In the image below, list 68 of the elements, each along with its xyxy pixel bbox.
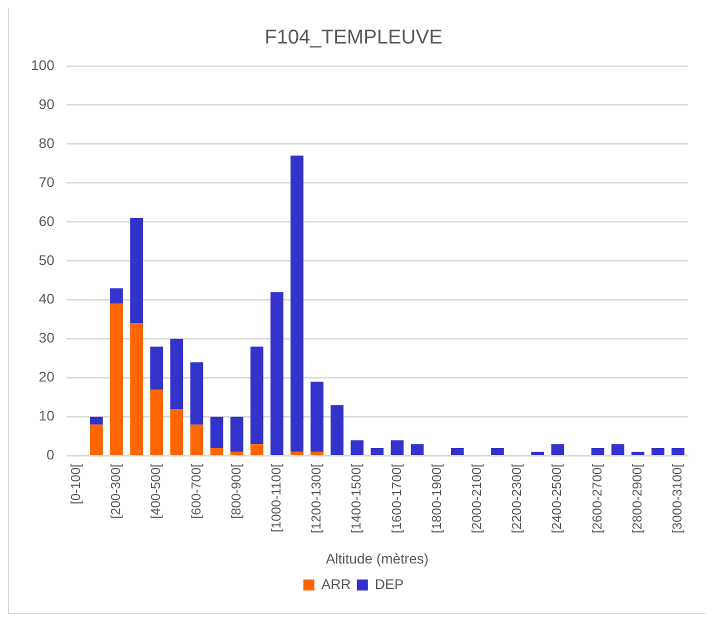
bar [190, 362, 204, 425]
bar [390, 440, 404, 456]
bar [170, 409, 184, 456]
bar [631, 452, 644, 456]
x-tick-label: [1800-1900[ [428, 463, 444, 534]
y-tick-label: 100 [31, 56, 55, 73]
bar [310, 382, 324, 452]
bar [611, 444, 624, 456]
bar [350, 440, 364, 456]
bar [450, 448, 464, 456]
bar [290, 156, 304, 452]
bar [652, 448, 664, 456]
bar [150, 346, 164, 390]
x-tick-label: [3000-3100[ [670, 463, 685, 534]
x-tick-label: [1200-1300[ [308, 463, 324, 534]
bar [170, 338, 184, 410]
y-tick-label: 90 [38, 96, 55, 112]
bar [410, 444, 424, 456]
x-tick-label: [2800-2900[ [629, 463, 644, 534]
legend-label: DEP [374, 576, 404, 592]
y-tick-label: 30 [38, 330, 55, 346]
y-tick-label: 20 [38, 368, 55, 385]
bar [551, 444, 564, 456]
bar [210, 416, 224, 448]
bar [250, 346, 264, 444]
bar [90, 424, 103, 456]
bar [150, 390, 164, 456]
x-tick-label: [0-100[ [68, 463, 83, 504]
bar [370, 448, 384, 456]
x-tick-label: [800-900[ [228, 463, 244, 519]
x-tick-label: [2600-2700[ [589, 463, 604, 534]
chart-title: F104_TEMPLEUVE [264, 26, 442, 49]
bar [130, 218, 143, 324]
bar [110, 288, 123, 304]
x-tick-label: [2400-2500[ [549, 463, 564, 534]
y-tick-label: 10 [38, 408, 55, 424]
bar [210, 448, 224, 456]
y-tick-label: 70 [38, 174, 55, 190]
bar [491, 448, 504, 456]
bar [110, 304, 123, 456]
bar [270, 292, 284, 456]
y-tick-label: 40 [38, 290, 55, 307]
x-tick-label: [400-500[ [148, 463, 164, 519]
y-tick-label: 60 [38, 212, 55, 229]
x-tick-label: [2000-2100[ [469, 463, 484, 534]
y-tick-label: 80 [38, 134, 55, 151]
y-tick-label: 50 [38, 252, 55, 268]
x-tick-label: [1600-1700[ [388, 463, 404, 534]
x-axis-title: Altitude (mètres) [326, 550, 429, 566]
bar [130, 323, 143, 456]
bar [230, 452, 244, 456]
bar [90, 416, 103, 425]
x-tick-label: [200-300[ [108, 463, 124, 519]
bar [310, 452, 324, 456]
legend-label: ARR [321, 576, 351, 592]
bar [531, 452, 544, 456]
bar [330, 405, 344, 456]
x-tick-label: [600-700[ [188, 463, 204, 519]
x-tick-label: [2200-2300[ [509, 463, 524, 534]
bar [672, 448, 684, 456]
x-tick-label: [1400-1500[ [348, 463, 364, 534]
bar [591, 448, 604, 456]
bar [250, 444, 264, 456]
bar [230, 416, 244, 452]
bar [290, 452, 304, 456]
bar [190, 424, 204, 456]
y-tick-label: 0 [46, 446, 55, 463]
x-tick-label: [1000-1100[ [268, 463, 284, 532]
